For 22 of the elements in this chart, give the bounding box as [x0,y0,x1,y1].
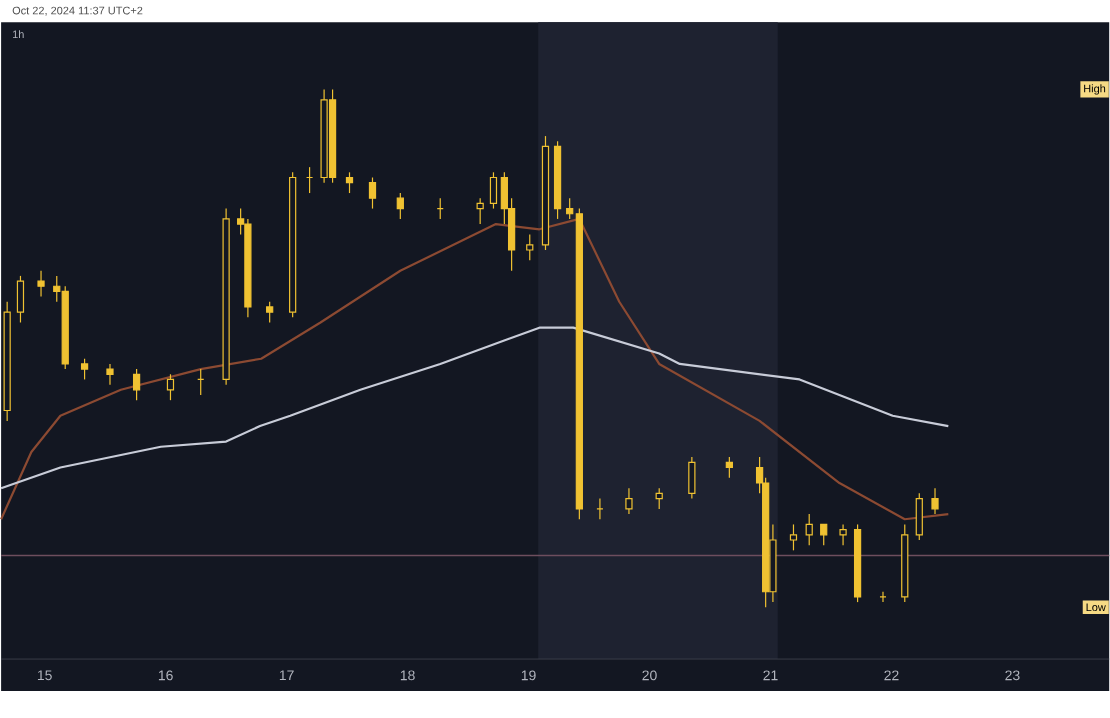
candlestick [166,373,175,401]
candlestick [345,171,354,194]
candlestick [396,191,404,220]
candlestick [839,523,847,546]
candlestick [132,368,141,401]
candlestick [931,487,939,515]
candlestick [688,456,696,499]
candlestick [725,456,733,478]
candlestick [655,487,663,510]
candlestick [368,176,377,209]
candlestick [805,513,813,546]
candlestick [16,274,25,323]
candlestick [106,362,114,385]
candlestick [80,357,89,380]
candlestick [625,487,633,515]
candlestick [476,197,484,225]
candlestick [789,523,798,551]
candlestick [489,171,498,209]
candlestick [37,269,45,297]
candlestick [266,300,274,323]
candlestick [526,233,534,261]
candlestick [915,492,923,541]
